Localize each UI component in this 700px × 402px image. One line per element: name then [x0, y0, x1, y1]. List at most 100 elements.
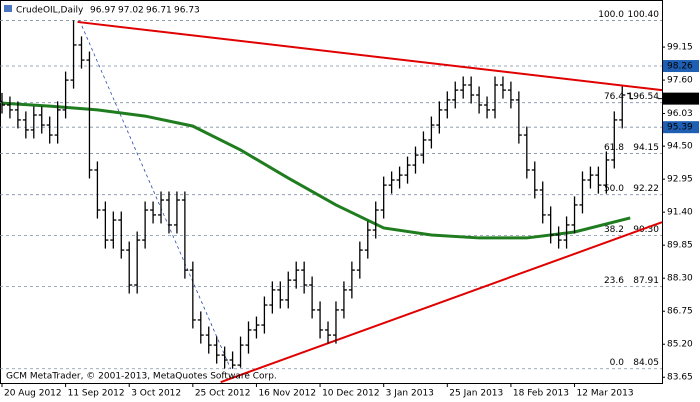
bar	[563, 216, 570, 249]
bar	[261, 296, 268, 334]
bar	[611, 111, 618, 169]
bar	[507, 81, 514, 109]
bar	[22, 111, 29, 139]
bar	[205, 326, 212, 354]
footer: GCM MetaTrader, © 2001-2013, MetaQuotes …	[6, 372, 277, 382]
y-tick-label: 94.50	[667, 142, 693, 152]
bar	[0, 92, 5, 114]
bar	[317, 301, 324, 339]
price-level-box	[663, 60, 699, 73]
bar	[110, 211, 117, 249]
y-tick-label: 97.60	[667, 76, 693, 86]
fib-level-ratio: 76.4	[604, 92, 624, 102]
y-tick-label: 92.95	[667, 175, 693, 185]
fib-level-ratio: 100.0	[598, 10, 624, 20]
header-high: 97.02	[118, 6, 144, 16]
bar	[325, 321, 332, 344]
bar	[301, 261, 308, 294]
header-open: 96.97	[90, 6, 116, 16]
bar	[150, 201, 157, 224]
plot-frame	[0, 0, 663, 384]
bar	[356, 241, 363, 279]
bar	[173, 191, 180, 234]
bar	[420, 131, 427, 164]
x-tick-label: 10 Dec 2012	[322, 389, 380, 399]
current-price-box	[663, 92, 699, 105]
header-close: 96.73	[174, 6, 200, 16]
fib-level-ratio: 23.6	[604, 276, 624, 286]
bar	[627, 92, 634, 100]
y-tick-label: 88.30	[667, 274, 693, 284]
bar	[372, 201, 379, 239]
bar	[277, 281, 284, 309]
bar	[452, 81, 459, 109]
fib-level-ratio: 38.2	[604, 225, 624, 235]
bar	[253, 316, 260, 339]
bar	[539, 181, 546, 224]
bar	[94, 161, 101, 219]
price-level-box	[663, 121, 699, 134]
bar	[14, 101, 21, 129]
bar	[229, 351, 236, 369]
fib-level-price: 92.22	[633, 184, 659, 194]
bar	[102, 201, 109, 249]
fib-level-price: 87.91	[633, 276, 659, 286]
bar	[62, 71, 69, 119]
symbol-icon	[4, 5, 12, 12]
bar	[70, 20, 77, 89]
bar	[54, 101, 61, 144]
fib-level-ratio: 0.0	[610, 358, 625, 368]
trendline	[77, 20, 663, 92]
bar	[332, 301, 339, 344]
bar	[189, 261, 196, 329]
bar	[30, 106, 37, 139]
current-price-label: 96.73	[667, 94, 693, 104]
y-tick-label: 89.85	[667, 241, 693, 251]
bar	[46, 116, 53, 144]
bar	[348, 261, 355, 299]
bar	[380, 176, 387, 219]
bar	[388, 171, 395, 194]
x-tick-label: 3 Jan 2013	[386, 389, 434, 399]
bar	[428, 116, 435, 149]
bar	[444, 91, 451, 119]
fib-level-price: 96.54	[633, 92, 659, 102]
bar	[515, 91, 522, 144]
x-tick-label: 16 Nov 2012	[258, 389, 316, 399]
price-level-label: 98.26	[667, 62, 693, 72]
y-tick-label: 85.20	[667, 340, 693, 350]
bar	[309, 276, 316, 319]
bar	[6, 96, 13, 119]
bar	[412, 146, 419, 174]
bar	[523, 126, 530, 179]
x-tick-label: 25 Jan 2013	[449, 389, 503, 399]
bar	[587, 166, 594, 189]
bar	[134, 231, 141, 294]
bar	[364, 221, 371, 259]
bar	[404, 156, 411, 184]
x-tick-label: 18 Feb 2013	[513, 389, 569, 399]
bar	[603, 151, 610, 194]
bar	[595, 166, 602, 194]
bar	[165, 191, 172, 234]
bar	[38, 106, 45, 134]
x-tick-label: 12 Mar 2013	[577, 389, 634, 399]
x-tick-label: 3 Oct 2012	[131, 389, 181, 399]
header: CrudeOIL,Daily 96.97 97.02 96.71 96.73	[4, 5, 200, 16]
x-tick-label: 11 Sep 2012	[68, 389, 125, 399]
bar	[555, 226, 562, 249]
bar	[237, 336, 244, 368]
bar	[571, 196, 578, 234]
bar	[547, 206, 554, 244]
bar	[476, 86, 483, 114]
bar	[86, 51, 93, 179]
y-tick-label: 86.75	[667, 307, 693, 317]
symbol: CrudeOIL,Daily	[16, 6, 84, 16]
header-low: 96.71	[146, 6, 172, 16]
x-tick-label: 20 Aug 2012	[4, 389, 62, 399]
bar	[531, 161, 538, 199]
bar	[396, 166, 403, 189]
bar	[142, 201, 149, 249]
